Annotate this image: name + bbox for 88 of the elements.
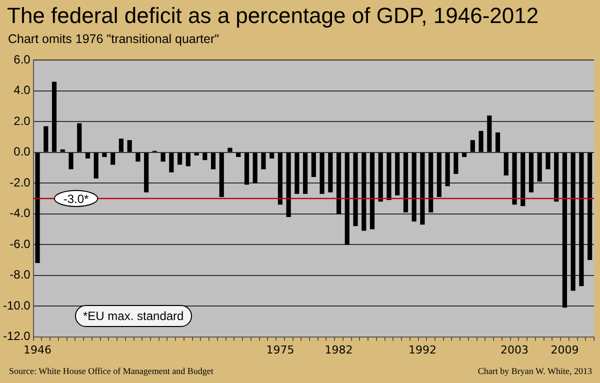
bar bbox=[278, 152, 283, 205]
bar bbox=[546, 152, 550, 170]
x-tick-label: 1982 bbox=[324, 343, 353, 356]
bar bbox=[436, 152, 442, 197]
bar bbox=[252, 152, 258, 184]
bar bbox=[202, 152, 208, 160]
x-tick-label: 1946 bbox=[24, 343, 52, 356]
bar bbox=[487, 116, 492, 152]
y-tick-label: -10.0 bbox=[2, 298, 31, 312]
bar bbox=[210, 152, 216, 170]
bar bbox=[362, 152, 366, 231]
bar bbox=[144, 152, 149, 192]
bar bbox=[219, 152, 224, 197]
bar bbox=[520, 152, 526, 206]
y-tick-label: -12.0 bbox=[2, 329, 31, 344]
y-tick-label: 4.0 bbox=[14, 83, 31, 98]
bar bbox=[420, 152, 425, 225]
bar bbox=[412, 152, 416, 222]
bar bbox=[44, 126, 48, 152]
annotation: *EU max. standard bbox=[75, 305, 192, 327]
bar bbox=[579, 152, 584, 286]
chart-title: The federal deficit as a percentage of GDP, 1946-2012 bbox=[7, 3, 539, 29]
bar bbox=[303, 152, 308, 194]
bar bbox=[85, 152, 90, 159]
bar bbox=[177, 152, 182, 165]
ref-line-label: -3.0* bbox=[63, 192, 90, 206]
bar bbox=[428, 152, 434, 212]
bar bbox=[328, 152, 333, 192]
bar bbox=[495, 132, 500, 152]
bar bbox=[228, 148, 232, 152]
bar bbox=[244, 152, 250, 185]
bar bbox=[194, 152, 199, 156]
bar bbox=[395, 152, 400, 196]
bar bbox=[570, 152, 576, 291]
bar bbox=[504, 152, 508, 176]
y-tick-label: -8.0 bbox=[10, 268, 31, 282]
bar bbox=[403, 152, 408, 212]
bar bbox=[528, 152, 534, 192]
bar bbox=[478, 130, 484, 152]
source-note: Source: White House Office of Management and Budget bbox=[9, 366, 214, 376]
bar bbox=[353, 152, 358, 226]
y-tick-label: 0.0 bbox=[14, 144, 31, 159]
bar bbox=[110, 152, 116, 165]
x-tick-label: 2009 bbox=[550, 343, 579, 356]
y-tick-label: -4.0 bbox=[10, 206, 31, 220]
y-tick-label: 6.0 bbox=[14, 52, 31, 67]
bar bbox=[537, 152, 542, 182]
bar bbox=[127, 140, 132, 152]
bar bbox=[60, 149, 65, 152]
bar bbox=[68, 152, 74, 170]
x-tick-label: 1975 bbox=[266, 343, 294, 356]
bar bbox=[94, 152, 98, 179]
chart-subtitle: Chart omits 1976 "transitional quarter" bbox=[8, 32, 220, 46]
y-tick-label: -2.0 bbox=[10, 175, 31, 190]
bar bbox=[311, 152, 316, 177]
x-tick-label: 1992 bbox=[408, 343, 436, 356]
bar bbox=[136, 152, 140, 162]
bar bbox=[160, 152, 166, 162]
bar bbox=[261, 152, 266, 170]
bar bbox=[336, 152, 342, 214]
x-tick-label: 2003 bbox=[500, 343, 529, 356]
bar bbox=[554, 152, 559, 202]
bar bbox=[370, 152, 375, 230]
bar bbox=[186, 152, 190, 166]
bar bbox=[445, 152, 450, 186]
bar bbox=[77, 123, 82, 152]
bar bbox=[294, 152, 300, 194]
bar bbox=[35, 152, 40, 264]
bar bbox=[286, 152, 291, 217]
bar bbox=[588, 152, 592, 260]
bar bbox=[386, 152, 392, 200]
bar bbox=[378, 152, 383, 202]
bar bbox=[118, 138, 124, 152]
bar bbox=[562, 152, 568, 308]
bar bbox=[270, 152, 274, 159]
bar bbox=[320, 152, 324, 194]
bar bbox=[102, 152, 107, 158]
bar bbox=[454, 152, 458, 174]
text: Chart by Bryan W. White, 2013 bbox=[478, 366, 592, 376]
bar bbox=[512, 152, 517, 205]
y-tick-label: 2.0 bbox=[14, 114, 31, 128]
bar bbox=[236, 152, 241, 158]
bar bbox=[344, 152, 350, 245]
bar bbox=[169, 152, 174, 172]
y-tick-label: -6.0 bbox=[10, 236, 31, 251]
bar bbox=[462, 152, 467, 158]
bar bbox=[52, 82, 57, 152]
bar bbox=[470, 140, 475, 152]
